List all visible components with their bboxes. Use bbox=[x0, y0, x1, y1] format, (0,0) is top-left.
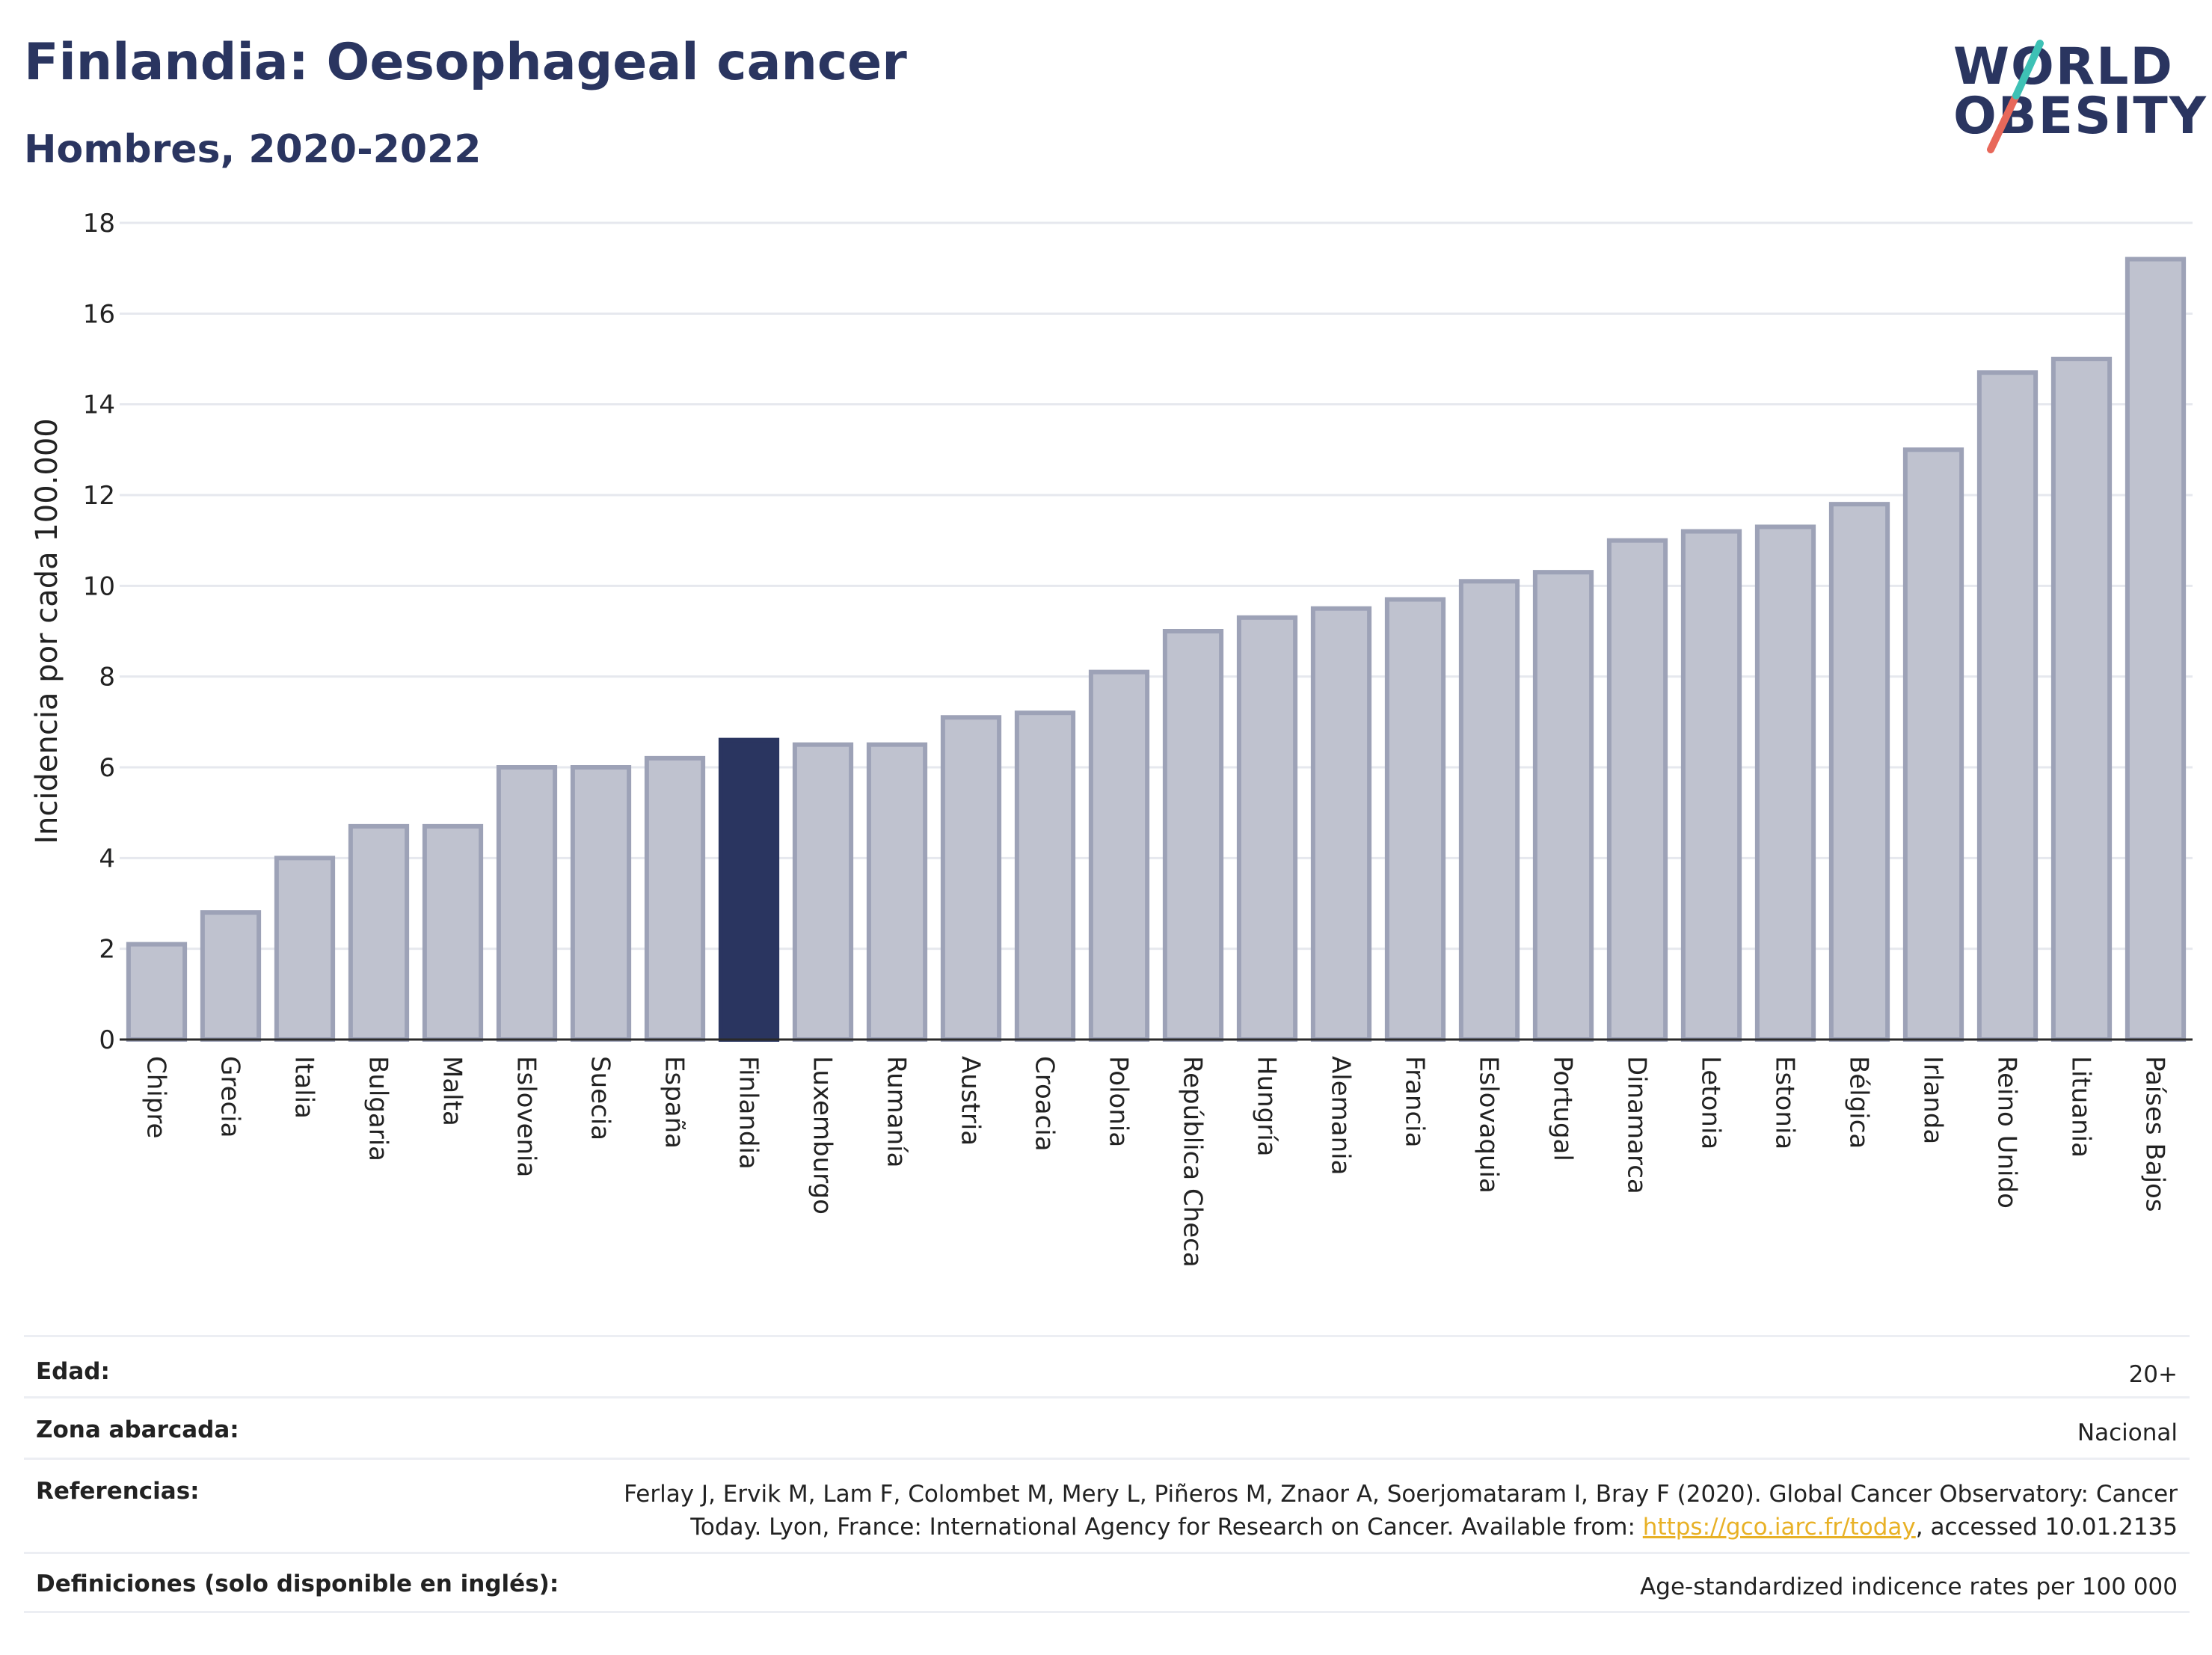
bar-rumanía bbox=[866, 742, 928, 1043]
chart-title: Finlandia: Oesophageal cancer bbox=[24, 33, 907, 92]
bar-portugal bbox=[1532, 570, 1594, 1042]
info-row-references: Referencias: Ferlay J, Ervik M, Lam F, C… bbox=[24, 1458, 2190, 1552]
info-table: Edad: 20+ Zona abarcada: Nacional Refere… bbox=[24, 1335, 2190, 1613]
y-tick-label: 18 bbox=[83, 209, 115, 239]
x-tick-label: Letonia bbox=[1696, 1056, 1726, 1149]
x-tick-label: Polonia bbox=[1104, 1056, 1134, 1147]
y-tick-label: 6 bbox=[99, 753, 115, 783]
y-tick-label: 2 bbox=[99, 935, 115, 965]
y-tick-label: 8 bbox=[99, 663, 115, 693]
x-tick-label: Italia bbox=[289, 1056, 319, 1119]
x-tick-label: Bulgaria bbox=[363, 1056, 393, 1161]
reference-text-1: Ferlay J, Ervik M, Lam F, Colombet M, Me… bbox=[624, 1481, 2178, 1508]
info-row-definitions: Definiciones (solo disponible en inglés)… bbox=[24, 1552, 2190, 1613]
x-tick-label: Malta bbox=[437, 1056, 467, 1126]
x-tick-label: Chipre bbox=[141, 1056, 171, 1138]
references-label: Referencias: bbox=[36, 1478, 200, 1505]
x-tick-label: Estonia bbox=[1770, 1056, 1800, 1149]
bar-polonia bbox=[1088, 669, 1150, 1042]
y-tick-label: 12 bbox=[83, 481, 115, 511]
bar-chipre bbox=[126, 942, 188, 1042]
references-value: Ferlay J, Ervik M, Lam F, Colombet M, Me… bbox=[624, 1478, 2178, 1544]
x-tick-label: Países Bajos bbox=[2140, 1056, 2170, 1212]
world-obesity-logo: WORLD OBESITY bbox=[1944, 21, 2206, 163]
bar-suecia bbox=[570, 765, 632, 1042]
bar-reino-unido bbox=[1976, 370, 2039, 1042]
definitions-label: Definiciones (solo disponible en inglés)… bbox=[36, 1570, 559, 1597]
y-axis-ticks: 0 2 4 6 8 10 12 14 16 18 bbox=[83, 209, 115, 1055]
bar-dinamarca bbox=[1606, 538, 1668, 1042]
bar-eslovaquia bbox=[1458, 579, 1520, 1042]
chart-subtitle: Hombres, 2020-2022 bbox=[24, 127, 482, 172]
y-tick-label: 10 bbox=[83, 571, 115, 601]
info-row-age: Edad: 20+ bbox=[24, 1335, 2190, 1396]
info-row-area: Zona abarcada: Nacional bbox=[24, 1396, 2190, 1458]
x-tick-label: Lituania bbox=[2066, 1056, 2096, 1158]
bar-austria bbox=[940, 715, 1002, 1042]
bar-malta bbox=[422, 823, 484, 1043]
x-tick-label: Bélgica bbox=[1844, 1056, 1874, 1149]
bar-bélgica bbox=[1828, 502, 1890, 1042]
x-tick-label: Croacia bbox=[1030, 1056, 1060, 1152]
x-tick-label: Rumanía bbox=[882, 1056, 912, 1167]
x-tick-label: Finlandia bbox=[734, 1056, 764, 1170]
bar-chart: 0 2 4 6 8 10 12 14 16 18 Chipre Grecia Italia Bulgar… bbox=[30, 209, 2193, 1268]
definitions-value: Age-standardized indicence rates per 100… bbox=[1640, 1573, 2178, 1600]
x-tick-label: España bbox=[660, 1056, 689, 1149]
bar-letonia bbox=[1680, 529, 1742, 1042]
x-tick-label: Irlanda bbox=[1918, 1056, 1948, 1144]
x-tick-label: Eslovaquia bbox=[1474, 1056, 1504, 1194]
y-axis-label: Incidencia por cada 100.000 bbox=[30, 418, 64, 844]
bar-irlanda bbox=[1902, 447, 1964, 1042]
x-tick-label: Dinamarca bbox=[1622, 1056, 1652, 1194]
bar-lituania bbox=[2050, 357, 2113, 1042]
bar-luxemburgo bbox=[792, 742, 854, 1043]
bar-bulgaria bbox=[348, 823, 410, 1043]
x-tick-label: Portugal bbox=[1548, 1056, 1578, 1161]
area-label: Zona abarcada: bbox=[36, 1416, 239, 1443]
bar-estonia bbox=[1754, 524, 1816, 1042]
x-tick-label: Hungría bbox=[1252, 1056, 1282, 1157]
bar-españa bbox=[644, 755, 706, 1042]
x-tick-label: Eslovenia bbox=[511, 1056, 541, 1177]
x-tick-label: Suecia bbox=[586, 1056, 615, 1140]
x-tick-label: Francia bbox=[1400, 1056, 1430, 1147]
bar-república-checa bbox=[1162, 629, 1224, 1042]
age-value: 20+ bbox=[2128, 1361, 2178, 1388]
x-tick-label: Alemania bbox=[1326, 1056, 1356, 1175]
bar-finlandia bbox=[718, 737, 780, 1042]
reference-link[interactable]: https://gco.iarc.fr/today bbox=[1642, 1514, 1916, 1541]
reference-text-2a: Today. Lyon, France: International Agenc… bbox=[690, 1514, 1643, 1541]
x-tick-label: Austria bbox=[956, 1056, 986, 1146]
area-value: Nacional bbox=[2077, 1419, 2178, 1446]
bar-croacia bbox=[1014, 710, 1076, 1042]
x-tick-label: Reino Unido bbox=[1992, 1056, 2022, 1209]
bar-alemania bbox=[1310, 606, 1372, 1042]
x-axis-labels: Chipre Grecia Italia Bulgaria Malta Eslovenia… bbox=[141, 1056, 2170, 1268]
bar-grecia bbox=[200, 910, 262, 1042]
y-tick-label: 14 bbox=[83, 390, 115, 420]
bar-francia bbox=[1384, 597, 1446, 1042]
logo-slash-icon bbox=[1987, 40, 2044, 153]
x-tick-label: República Checa bbox=[1178, 1056, 1208, 1268]
bar-países-bajos bbox=[2125, 257, 2187, 1042]
y-tick-label: 0 bbox=[99, 1025, 115, 1055]
x-tick-label: Luxemburgo bbox=[808, 1056, 838, 1215]
x-tick-label: Grecia bbox=[215, 1056, 245, 1137]
bar-eslovenia bbox=[496, 765, 558, 1042]
y-tick-label: 4 bbox=[99, 844, 115, 873]
bar-italia bbox=[274, 856, 336, 1043]
bar-hungría bbox=[1236, 615, 1298, 1042]
age-label: Edad: bbox=[36, 1358, 110, 1385]
bars bbox=[126, 257, 2187, 1043]
reference-text-2b: , accessed 10.01.2135 bbox=[1915, 1514, 2178, 1541]
y-tick-label: 16 bbox=[83, 299, 115, 329]
logo-line-1: WORLD bbox=[1953, 37, 2174, 96]
